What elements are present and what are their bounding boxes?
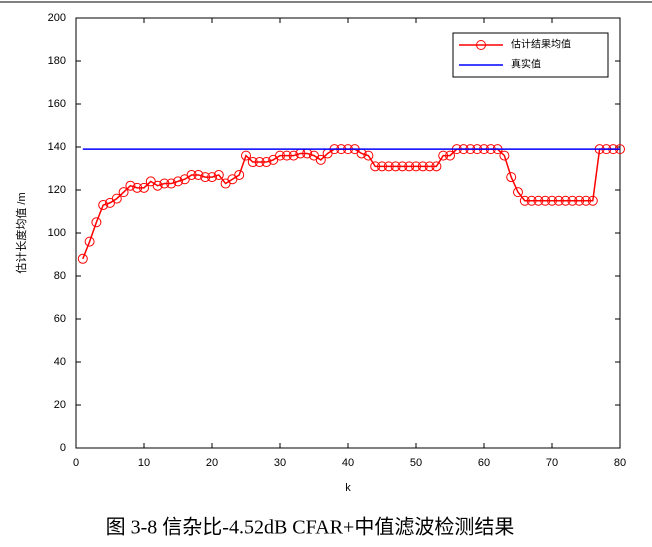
y-tick-label: 180 xyxy=(48,55,66,67)
data-point xyxy=(186,169,197,180)
data-point xyxy=(540,195,551,206)
data-point xyxy=(499,150,510,161)
y-tick-label: 120 xyxy=(48,184,66,196)
data-point xyxy=(567,195,578,206)
y-tick-label: 40 xyxy=(54,356,66,368)
x-tick-label: 0 xyxy=(73,457,79,469)
data-point xyxy=(390,161,401,172)
data-point xyxy=(547,195,557,206)
data-point xyxy=(118,187,129,198)
data-point xyxy=(98,200,109,211)
data-point xyxy=(417,161,428,172)
data-point xyxy=(506,172,517,183)
data-point xyxy=(560,195,571,206)
data-point xyxy=(288,150,299,161)
data-point xyxy=(519,195,530,206)
data-point xyxy=(77,253,88,264)
y-tick-label: 140 xyxy=(48,141,66,153)
x-axis-label: k xyxy=(345,482,351,494)
data-point xyxy=(132,182,143,193)
data-point xyxy=(173,176,183,187)
data-point xyxy=(234,169,245,180)
legend-marker xyxy=(476,40,486,50)
data-point xyxy=(193,169,204,180)
y-tick-label: 100 xyxy=(48,227,66,239)
legend-box xyxy=(452,32,609,78)
data-point xyxy=(574,195,585,206)
y-tick-label: 0 xyxy=(60,442,66,454)
data-point xyxy=(526,195,537,206)
data-point xyxy=(111,193,122,204)
y-tick-label: 160 xyxy=(48,98,66,110)
legend-label: 估计结果均值 xyxy=(511,38,571,51)
data-point xyxy=(152,180,163,191)
y-tick-label: 20 xyxy=(54,399,66,411)
data-point xyxy=(581,195,591,206)
data-point xyxy=(445,150,455,161)
data-point xyxy=(254,157,265,168)
data-point xyxy=(241,150,251,161)
data-point xyxy=(200,172,211,183)
data-point xyxy=(207,172,217,183)
x-tick-label: 20 xyxy=(206,457,218,469)
data-point xyxy=(513,187,523,198)
y-axis-label: 估计长度均值 /m xyxy=(14,192,28,273)
data-point xyxy=(213,169,224,180)
x-tick-label: 70 xyxy=(546,457,558,469)
data-point xyxy=(139,182,149,193)
data-point xyxy=(438,150,449,161)
data-point xyxy=(166,178,177,189)
y-tick-label: 80 xyxy=(54,270,66,282)
data-point xyxy=(281,150,292,161)
x-tick-label: 10 xyxy=(138,457,150,469)
data-point xyxy=(377,161,387,172)
x-tick-label: 60 xyxy=(478,457,490,469)
data-point xyxy=(363,150,374,161)
data-point xyxy=(315,154,326,165)
y-tick-label: 60 xyxy=(54,313,66,325)
data-point xyxy=(397,161,408,172)
x-tick-label: 40 xyxy=(342,457,354,469)
data-point xyxy=(424,161,435,172)
series-line xyxy=(82,148,620,260)
x-tick-label: 80 xyxy=(614,457,626,469)
caption: 图 3-8 信杂比-4.52dB CFAR+中值滤波检测结果 xyxy=(106,516,515,539)
data-point xyxy=(261,157,272,168)
x-tick-label: 30 xyxy=(274,457,286,469)
data-point xyxy=(247,157,258,168)
x-tick-label: 50 xyxy=(410,457,422,469)
data-point xyxy=(404,161,415,172)
data-point xyxy=(84,236,95,247)
legend-label: 真实值 xyxy=(511,58,541,71)
plot-frame xyxy=(75,17,621,449)
data-point xyxy=(587,195,598,206)
data-point xyxy=(431,161,442,172)
data-point xyxy=(125,180,136,191)
data-point xyxy=(159,178,170,189)
data-point xyxy=(91,217,102,228)
data-point xyxy=(275,150,285,161)
data-point xyxy=(411,161,421,172)
data-point xyxy=(553,195,564,206)
data-point xyxy=(383,161,394,172)
y-tick-label: 200 xyxy=(48,12,66,24)
data-point xyxy=(370,161,381,172)
data-point xyxy=(533,195,544,206)
